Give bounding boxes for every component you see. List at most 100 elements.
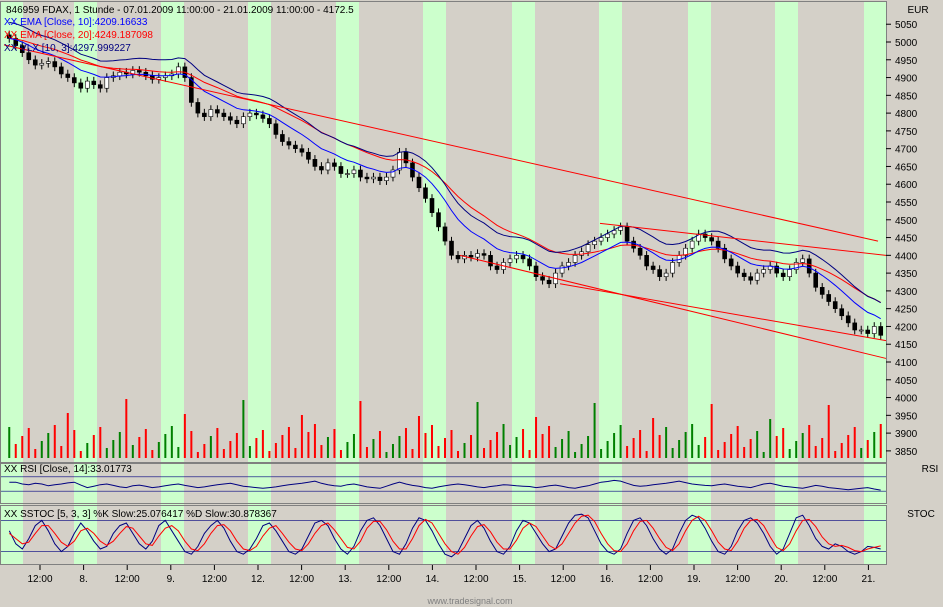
- candle-body: [338, 166, 344, 174]
- currency-label: EUR: [907, 5, 928, 16]
- volume-bar: [177, 447, 180, 458]
- volume-bar: [118, 432, 121, 458]
- x-tick-label: 12:00: [115, 574, 140, 585]
- volume-bar: [743, 447, 746, 458]
- stoch-tag: STOC: [907, 509, 935, 520]
- volume-bar: [60, 446, 63, 458]
- volume-bar: [21, 436, 24, 458]
- volume-bar: [339, 450, 342, 458]
- x-tick-label: 12:00: [376, 574, 401, 585]
- volume-bar: [92, 435, 95, 458]
- volume-bar: [515, 437, 518, 458]
- y-tick-label: 4700: [895, 145, 918, 156]
- volume-bar: [222, 449, 225, 458]
- volume-bar: [261, 430, 264, 458]
- x-tick-label: 12:00: [638, 574, 663, 585]
- candle-body: [455, 255, 461, 260]
- candle-body: [468, 255, 474, 258]
- candle-body: [397, 151, 402, 171]
- y-tick-label: 4450: [895, 234, 918, 245]
- y-tick-label: 3950: [895, 411, 918, 422]
- x-tick-label: 12:00: [725, 574, 750, 585]
- volume-bar: [417, 416, 420, 458]
- y-tick-label: 4300: [895, 287, 918, 298]
- candle-body: [442, 226, 448, 242]
- candle-body: [416, 176, 422, 189]
- volume-bar: [873, 432, 876, 458]
- candle-body: [423, 187, 428, 199]
- volume-bar: [710, 404, 713, 458]
- y-tick-label: 4150: [895, 340, 918, 351]
- volume-bar: [548, 426, 551, 458]
- x-tick-label: 15.: [513, 574, 527, 585]
- x-tick-label: 12:00: [463, 574, 488, 585]
- volume-bar: [268, 451, 271, 458]
- trend-line: [559, 283, 887, 342]
- candle-body: [260, 114, 266, 119]
- volume-bar: [860, 448, 863, 458]
- candle-body: [195, 102, 201, 114]
- volume-bar: [281, 435, 284, 458]
- candle-body: [429, 198, 435, 213]
- volume-bar: [203, 444, 206, 458]
- volume-bar: [99, 427, 102, 458]
- day-band: [161, 2, 184, 564]
- legend-ema10: XX EMA [Close, 10]:4209.16633: [4, 17, 148, 28]
- price-panel-frame: [0, 1, 887, 463]
- volume-bar: [365, 447, 368, 458]
- candle-body: [208, 109, 214, 117]
- candle-body: [663, 272, 669, 277]
- candle-body: [267, 118, 272, 125]
- day-band: [336, 2, 359, 564]
- volume-bar: [502, 424, 505, 458]
- candle-body: [52, 61, 58, 68]
- volume-bar: [561, 439, 564, 458]
- volume-bar: [437, 446, 440, 458]
- day-band: [0, 2, 23, 564]
- volume-bar: [235, 433, 238, 458]
- candle-body: [852, 322, 858, 331]
- candle-body: [234, 119, 240, 125]
- candle-body: [670, 262, 675, 274]
- volume-bar: [164, 434, 167, 458]
- trend-line: [599, 222, 887, 256]
- rsi-tag: RSI: [922, 464, 939, 475]
- volume-bars: [8, 399, 882, 458]
- candle-body: [58, 66, 64, 75]
- volume-bar: [444, 438, 446, 458]
- candle-body: [488, 255, 493, 267]
- volume-bar: [879, 424, 882, 458]
- volume-bar: [723, 442, 726, 458]
- volume-bar: [639, 430, 642, 458]
- candle-body: [819, 287, 825, 295]
- volume-bar: [775, 436, 778, 458]
- volume-bar: [326, 437, 329, 458]
- x-tick-label: 8.: [79, 574, 87, 585]
- volume-bar: [398, 436, 401, 458]
- volume-bar: [105, 448, 108, 458]
- volume-bar: [567, 431, 570, 458]
- volume-bar: [86, 443, 89, 458]
- price-panel: [3, 21, 887, 359]
- axes: 5050 5000 4950 4900 4850 4800 4750 4700 4650 4600…: [0, 1, 918, 585]
- volume-bar: [209, 436, 212, 458]
- volume-bar: [762, 452, 765, 458]
- rsi-panel-frame: [0, 463, 887, 504]
- candle-body: [247, 112, 253, 117]
- candle-body: [436, 212, 441, 228]
- candle-body: [683, 247, 688, 256]
- candle-body: [299, 148, 305, 153]
- candle-body: [84, 80, 90, 89]
- y-tick-label: 4750: [895, 127, 918, 138]
- volume-bar: [704, 437, 707, 458]
- volume-bar: [450, 430, 453, 458]
- volume-bar: [496, 432, 499, 458]
- day-band: [248, 2, 271, 564]
- candle-body: [637, 247, 643, 256]
- volume-bar: [541, 434, 544, 458]
- volume-bar: [66, 413, 69, 458]
- candle-body: [364, 176, 370, 180]
- candle-body: [728, 258, 734, 267]
- volume-bar: [346, 442, 349, 458]
